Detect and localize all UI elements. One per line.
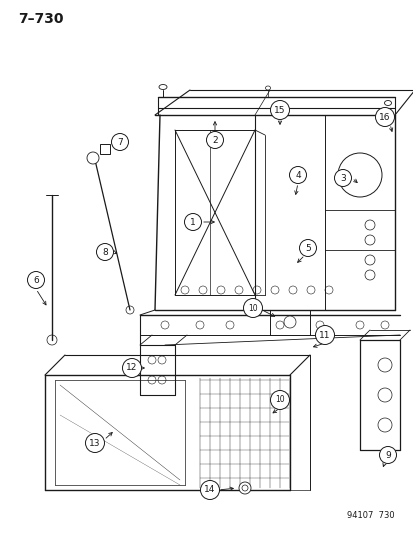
Circle shape bbox=[315, 326, 334, 344]
Text: 2: 2 bbox=[212, 135, 217, 144]
FancyBboxPatch shape bbox=[100, 144, 110, 154]
Circle shape bbox=[334, 169, 351, 187]
Circle shape bbox=[184, 214, 201, 230]
Text: 8: 8 bbox=[102, 247, 108, 256]
Text: 15: 15 bbox=[273, 106, 285, 115]
Circle shape bbox=[111, 133, 128, 150]
Text: 5: 5 bbox=[304, 244, 310, 253]
Circle shape bbox=[283, 316, 295, 328]
Circle shape bbox=[96, 244, 113, 261]
Circle shape bbox=[299, 239, 316, 256]
Text: 11: 11 bbox=[318, 330, 330, 340]
Circle shape bbox=[270, 101, 289, 119]
Circle shape bbox=[85, 433, 104, 453]
Text: 12: 12 bbox=[126, 364, 138, 373]
Text: 4: 4 bbox=[294, 171, 300, 180]
Text: 10: 10 bbox=[275, 395, 284, 405]
Circle shape bbox=[289, 166, 306, 183]
Text: 16: 16 bbox=[378, 112, 390, 122]
Circle shape bbox=[243, 298, 262, 318]
Text: 10: 10 bbox=[247, 303, 257, 312]
Text: 3: 3 bbox=[339, 174, 345, 182]
Circle shape bbox=[27, 271, 44, 288]
Circle shape bbox=[122, 359, 141, 377]
Circle shape bbox=[206, 132, 223, 149]
Circle shape bbox=[270, 391, 289, 409]
Text: 6: 6 bbox=[33, 276, 39, 285]
Circle shape bbox=[379, 447, 396, 464]
Ellipse shape bbox=[159, 85, 166, 90]
Text: 13: 13 bbox=[89, 439, 100, 448]
Circle shape bbox=[87, 152, 99, 164]
Text: 9: 9 bbox=[384, 450, 390, 459]
Circle shape bbox=[375, 108, 394, 126]
Circle shape bbox=[238, 482, 250, 494]
Text: 7: 7 bbox=[117, 138, 123, 147]
Text: 1: 1 bbox=[190, 217, 195, 227]
Text: 7–730: 7–730 bbox=[18, 12, 63, 26]
Text: 94107  730: 94107 730 bbox=[347, 511, 394, 520]
Text: 14: 14 bbox=[204, 486, 215, 495]
Ellipse shape bbox=[384, 101, 391, 106]
Ellipse shape bbox=[265, 86, 270, 90]
Circle shape bbox=[200, 481, 219, 499]
